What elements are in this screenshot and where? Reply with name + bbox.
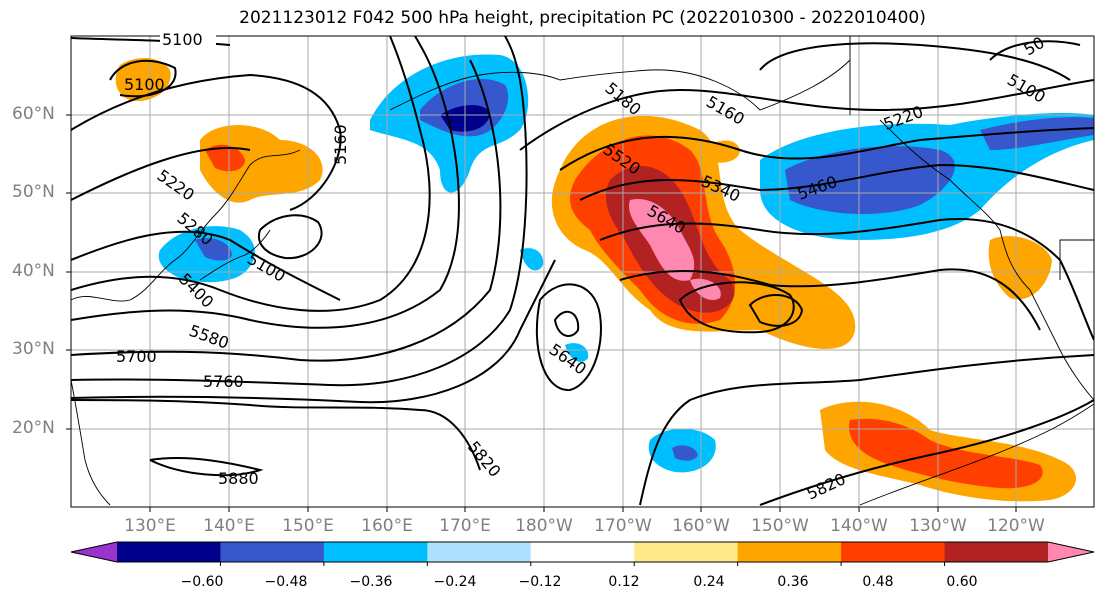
lon-label: 150°E	[282, 516, 334, 536]
colorbar-tick-label: 0.48	[862, 574, 894, 590]
lon-label: 160°E	[361, 516, 413, 536]
graticule	[71, 36, 1094, 507]
lon-label: 160°W	[672, 516, 730, 536]
colorbar-segment	[841, 542, 946, 562]
lat-label: 50°N	[12, 182, 55, 202]
lon-label: 170°W	[594, 516, 652, 536]
contour-label: 5700	[116, 347, 157, 366]
lon-label: 170°E	[439, 516, 491, 536]
lon-label: 150°W	[751, 516, 809, 536]
contour-label: 5160	[331, 124, 350, 165]
colorbar-outline	[70, 541, 1095, 563]
colorbar-segment	[737, 542, 842, 562]
contour-label: 5760	[203, 372, 244, 391]
colorbar-tick-label: −0.24	[433, 574, 477, 590]
colorbar-segment	[944, 542, 1049, 562]
colorbar-segment	[427, 542, 532, 562]
colorbar-segment	[220, 542, 325, 562]
contour-label: 5880	[218, 469, 259, 488]
contour-label: 5100	[162, 30, 203, 49]
colorbar-tick-label: 0.24	[693, 574, 725, 590]
lat-label: 40°N	[12, 261, 55, 281]
lat-label: 60°N	[12, 104, 55, 124]
lat-label: 20°N	[12, 418, 55, 438]
colorbar-tick-label: −0.36	[349, 574, 393, 590]
axis-ticks	[66, 114, 1017, 512]
colorbar-tick-label: 0.36	[777, 574, 809, 590]
lat-label: 30°N	[12, 339, 55, 359]
colorbar-tick-label: −0.48	[264, 574, 308, 590]
lon-label: 130°E	[124, 516, 176, 536]
colorbar-segment	[117, 542, 221, 562]
colorbar-segment	[530, 542, 635, 562]
lon-label: 120°W	[987, 516, 1045, 536]
lon-label: 140°E	[203, 516, 255, 536]
contour-label: 5100	[124, 75, 165, 94]
lon-label: 140°W	[830, 516, 888, 536]
colorbar-tick-label: 0.60	[946, 574, 978, 590]
colorbar-segment	[634, 542, 739, 562]
height-contours	[71, 36, 1094, 506]
colorbar-tick-label: −0.60	[180, 574, 224, 590]
colorbar-tick-label: 0.12	[608, 574, 640, 590]
colorbar-extend-low	[71, 542, 117, 562]
map-title: 2021123012 F042 500 hPa height, precipit…	[239, 8, 926, 28]
lon-label: 180°W	[515, 516, 573, 536]
lon-label: 130°W	[909, 516, 967, 536]
colorbar-segment	[323, 542, 428, 562]
colorbar	[70, 541, 1095, 566]
colorbar-tick-label: −0.12	[518, 574, 562, 590]
colorbar-extend-high	[1048, 542, 1094, 562]
